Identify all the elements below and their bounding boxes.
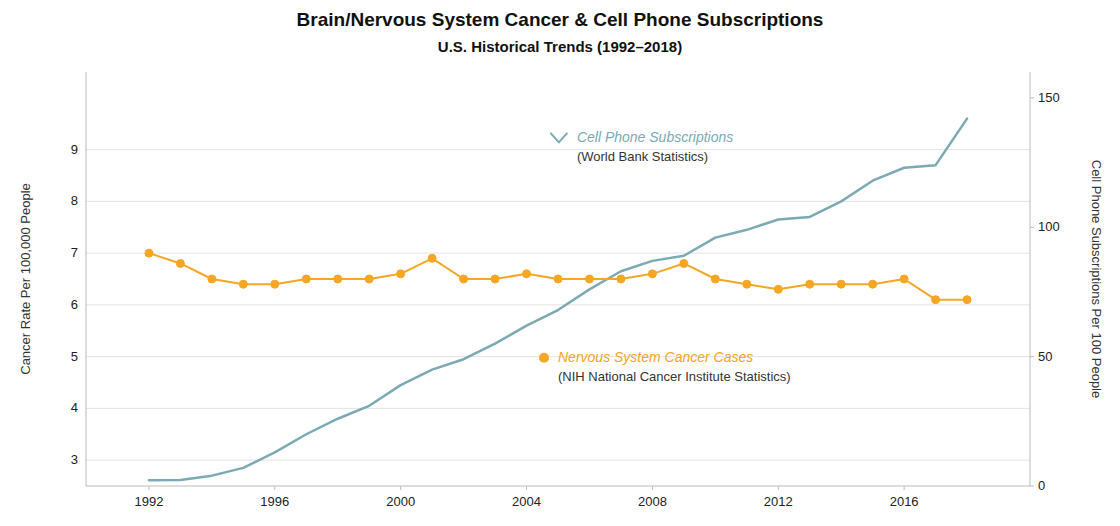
y2-tick [1030,97,1034,98]
y-tick-label: 6 [71,297,78,312]
y2-tick [1030,356,1034,357]
series-marker [585,275,593,283]
series-line [149,119,967,481]
y-axis-line [86,72,87,486]
title: Brain/Nervous System Cancer & Cell Phone… [297,9,824,30]
series-marker [837,280,845,288]
y-tick-label: 7 [71,245,78,260]
x-tick [400,486,401,490]
series-marker [554,275,562,283]
y-tick-label: 4 [71,400,78,415]
legend-icon [551,133,567,142]
series-marker [869,280,877,288]
y-tick-label: 9 [71,142,78,157]
x-tick [652,486,653,490]
grid-line [86,304,1030,305]
x-tick-label: 2004 [512,494,541,509]
x-tick-label: 2000 [386,494,415,509]
x-tick-label: 1992 [134,494,163,509]
series-marker [743,280,751,288]
y2-tick-label: 100 [1038,219,1060,234]
y-tick-label: 5 [71,349,78,364]
annotation: (NIH National Cancer Institute Statistic… [558,369,791,384]
x-tick [778,486,779,490]
legend: Cell Phone Subscriptions (World Bank Stat… [539,129,791,383]
series-marker [711,275,719,283]
series-marker [365,275,373,283]
series-marker [428,254,436,262]
grid [86,150,1030,461]
grid-line [86,408,1030,409]
series-marker [460,275,468,283]
grid-line [86,253,1030,254]
x-tick-label: 2016 [890,494,919,509]
x-tick-label: 1996 [260,494,289,509]
y2-axis-label: Cell Phone Subscriptions Per 100 People [1089,160,1104,398]
series-marker [208,275,216,283]
y2-axis-line [1030,72,1031,486]
chart-container: Brain/Nervous System Cancer & Cell Phone… [0,0,1120,526]
series-marker [271,280,279,288]
series-marker [334,275,342,283]
legend-label: Nervous System Cancer Cases [558,349,753,365]
series-line [149,253,967,300]
series-marker [523,270,531,278]
grid-line [86,201,1030,202]
y-tick-label: 3 [71,452,78,467]
grid-line [86,149,1030,150]
series-marker [145,249,153,257]
x-tick-label: 2012 [764,494,793,509]
chart-svg: Brain/Nervous System Cancer & Cell Phone… [0,0,1120,526]
series-marker [774,285,782,293]
y-axis-label: Cancer Rate Per 100,000 People [18,183,33,375]
series-marker [963,296,971,304]
y-tick-label: 8 [71,193,78,208]
y2-tick-label: 50 [1038,349,1052,364]
series-marker [397,270,405,278]
y2-tick-label: 0 [1038,478,1045,493]
legend-label: Cell Phone Subscriptions [577,129,733,145]
series-marker [806,280,814,288]
legend-marker [539,353,549,363]
y2-tick [1030,227,1034,228]
series-marker [932,296,940,304]
annotation: (World Bank Statistics) [577,149,708,164]
series-marker [900,275,908,283]
grid-line [86,460,1030,461]
x-axis-line [86,486,1030,487]
series-marker [176,259,184,267]
y2-tick-label: 150 [1038,90,1060,105]
x-tick-label: 2008 [638,494,667,509]
series-marker [302,275,310,283]
series-marker [680,259,688,267]
data-layer [145,119,971,481]
x-tick [904,486,905,490]
series-marker [648,270,656,278]
x-tick [526,486,527,490]
x-tick [274,486,275,490]
y2-tick [1030,486,1034,487]
series-marker [239,280,247,288]
series-marker [617,275,625,283]
series-marker [491,275,499,283]
subtitle: U.S. Historical Trends (1992–2018) [438,38,682,55]
x-tick [148,486,149,490]
